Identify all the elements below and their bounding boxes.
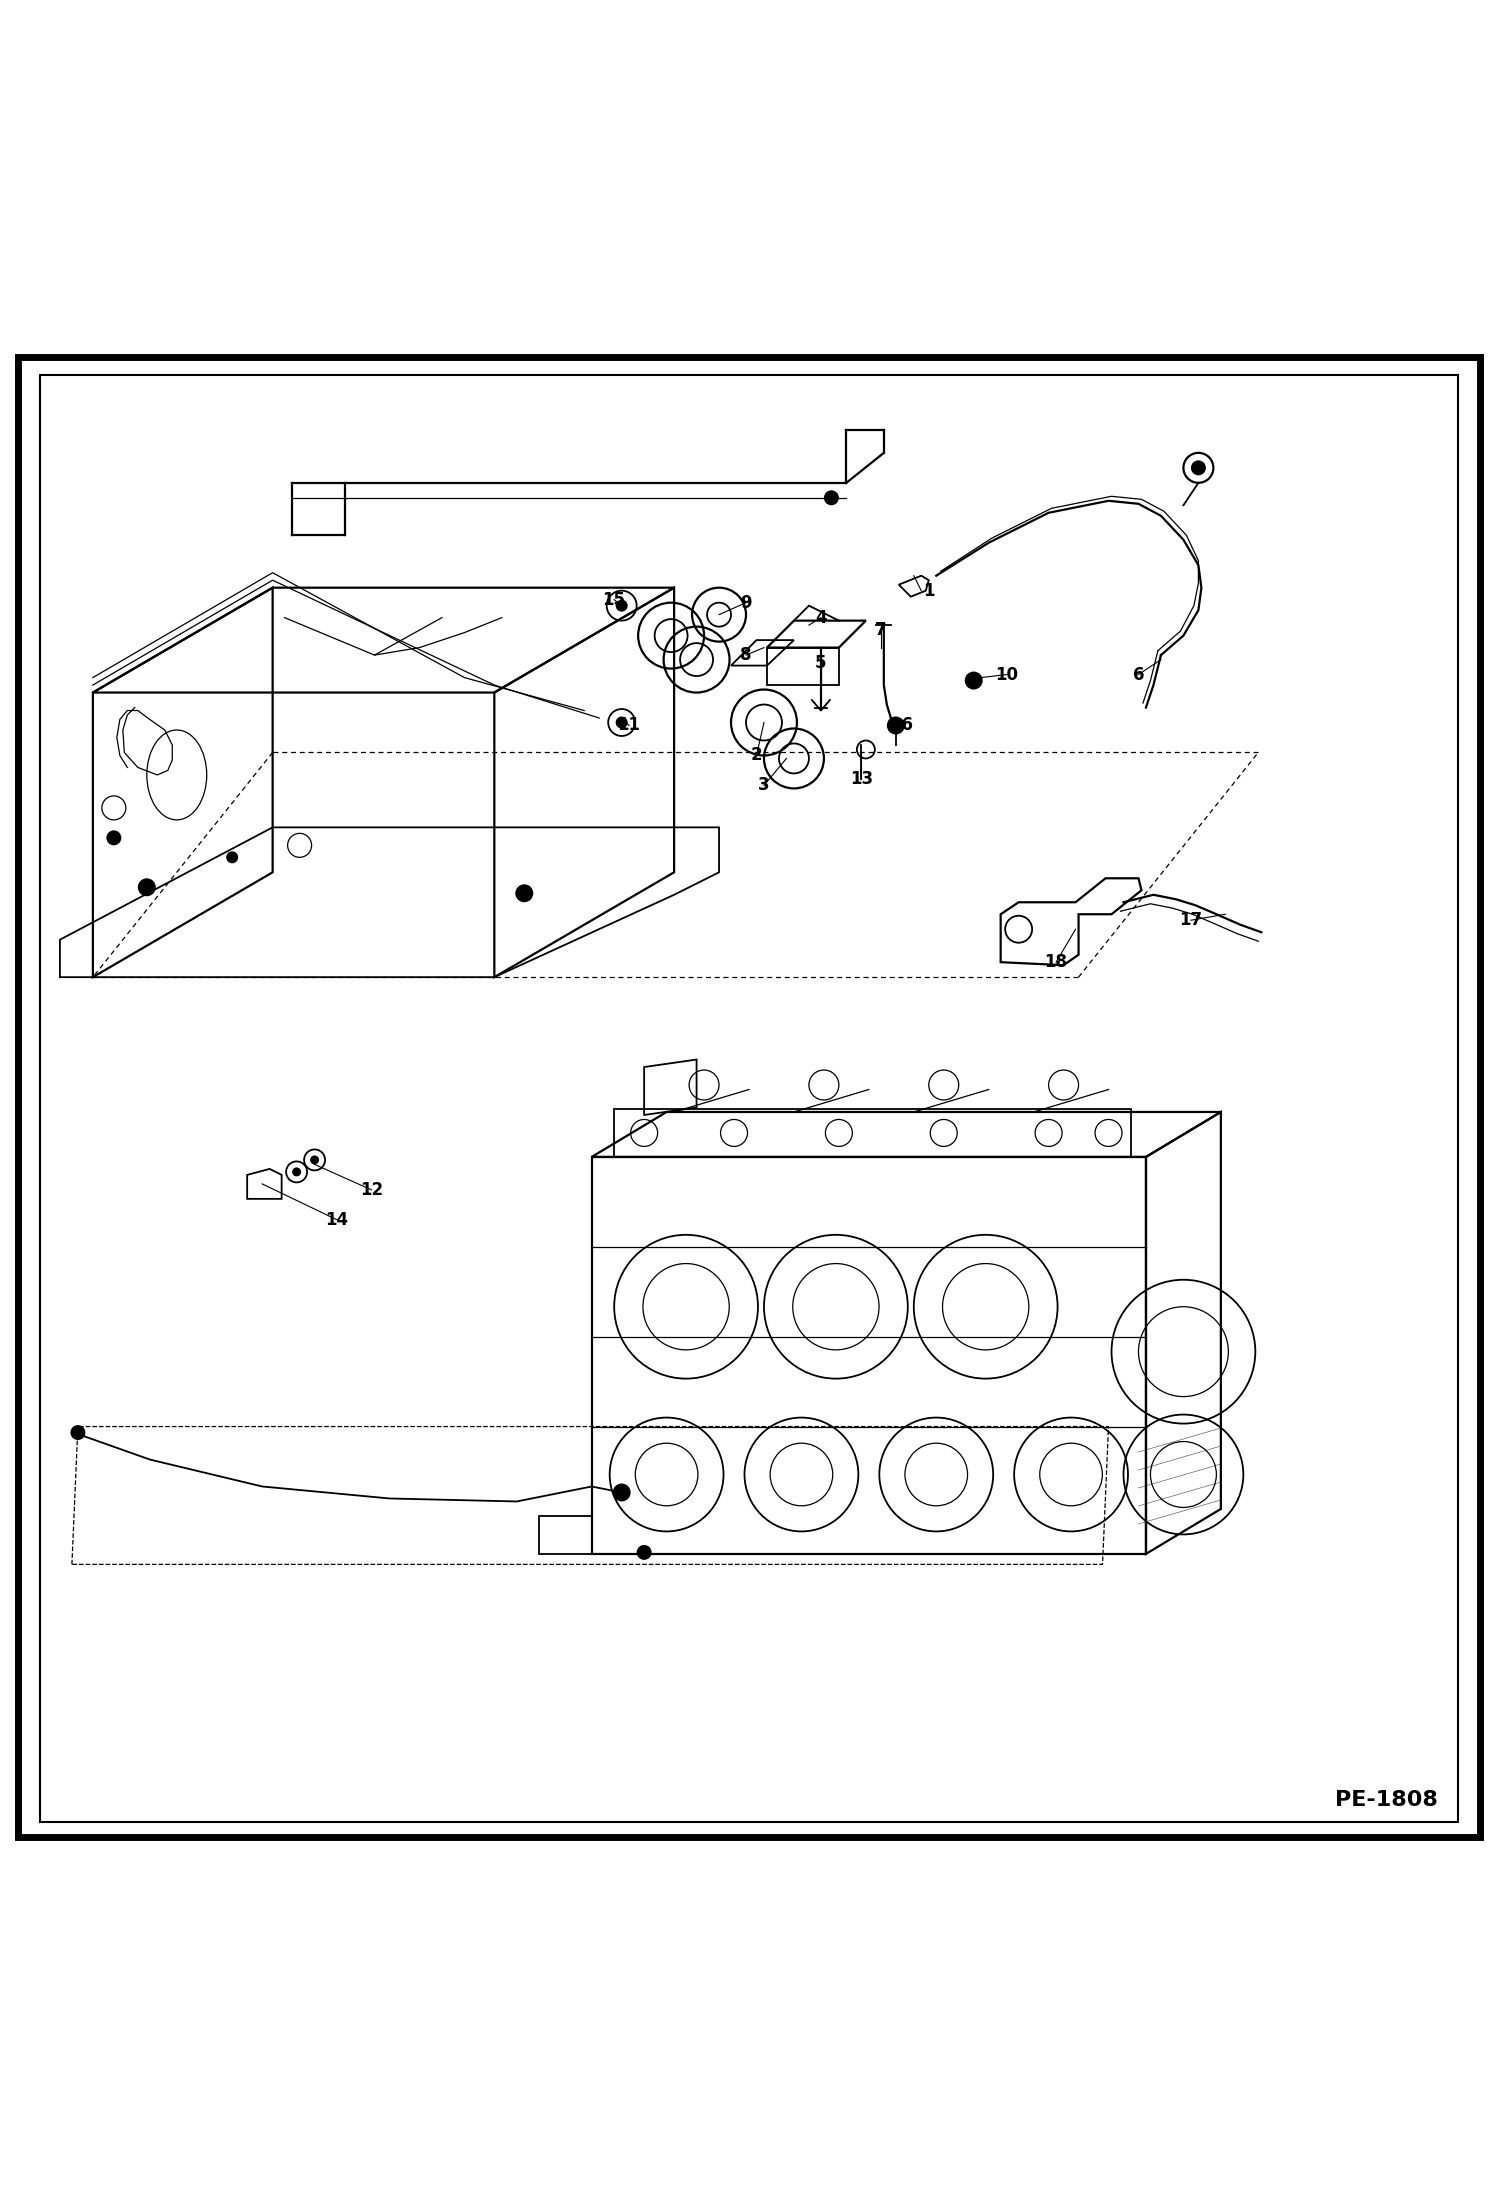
Text: 12: 12	[360, 1180, 383, 1198]
Text: 15: 15	[602, 590, 626, 608]
Circle shape	[824, 489, 839, 505]
Text: 9: 9	[740, 595, 752, 612]
Circle shape	[138, 878, 156, 897]
Text: 6: 6	[1132, 665, 1144, 685]
Text: 8: 8	[740, 645, 752, 665]
Text: 1: 1	[923, 581, 935, 599]
Circle shape	[106, 829, 121, 845]
Circle shape	[70, 1426, 85, 1439]
Circle shape	[515, 884, 533, 902]
Circle shape	[616, 717, 628, 728]
Text: 2: 2	[750, 746, 762, 764]
Circle shape	[310, 1156, 319, 1165]
Text: 14: 14	[325, 1211, 349, 1229]
Text: 16: 16	[890, 717, 914, 735]
Text: PE-1808: PE-1808	[1335, 1790, 1438, 1810]
Circle shape	[226, 851, 238, 862]
Circle shape	[637, 1545, 652, 1560]
Text: 18: 18	[1044, 952, 1068, 972]
Circle shape	[965, 671, 983, 689]
Circle shape	[1191, 461, 1206, 476]
Circle shape	[613, 1483, 631, 1501]
Text: 17: 17	[1179, 911, 1203, 930]
Circle shape	[887, 717, 905, 735]
Text: 4: 4	[815, 608, 827, 627]
Circle shape	[616, 599, 628, 612]
Text: 10: 10	[995, 665, 1019, 685]
Text: 7: 7	[875, 621, 887, 638]
Text: 5: 5	[815, 654, 827, 671]
Text: 13: 13	[849, 770, 873, 788]
Text: 11: 11	[617, 717, 641, 735]
Circle shape	[292, 1167, 301, 1176]
Text: 3: 3	[758, 777, 770, 794]
